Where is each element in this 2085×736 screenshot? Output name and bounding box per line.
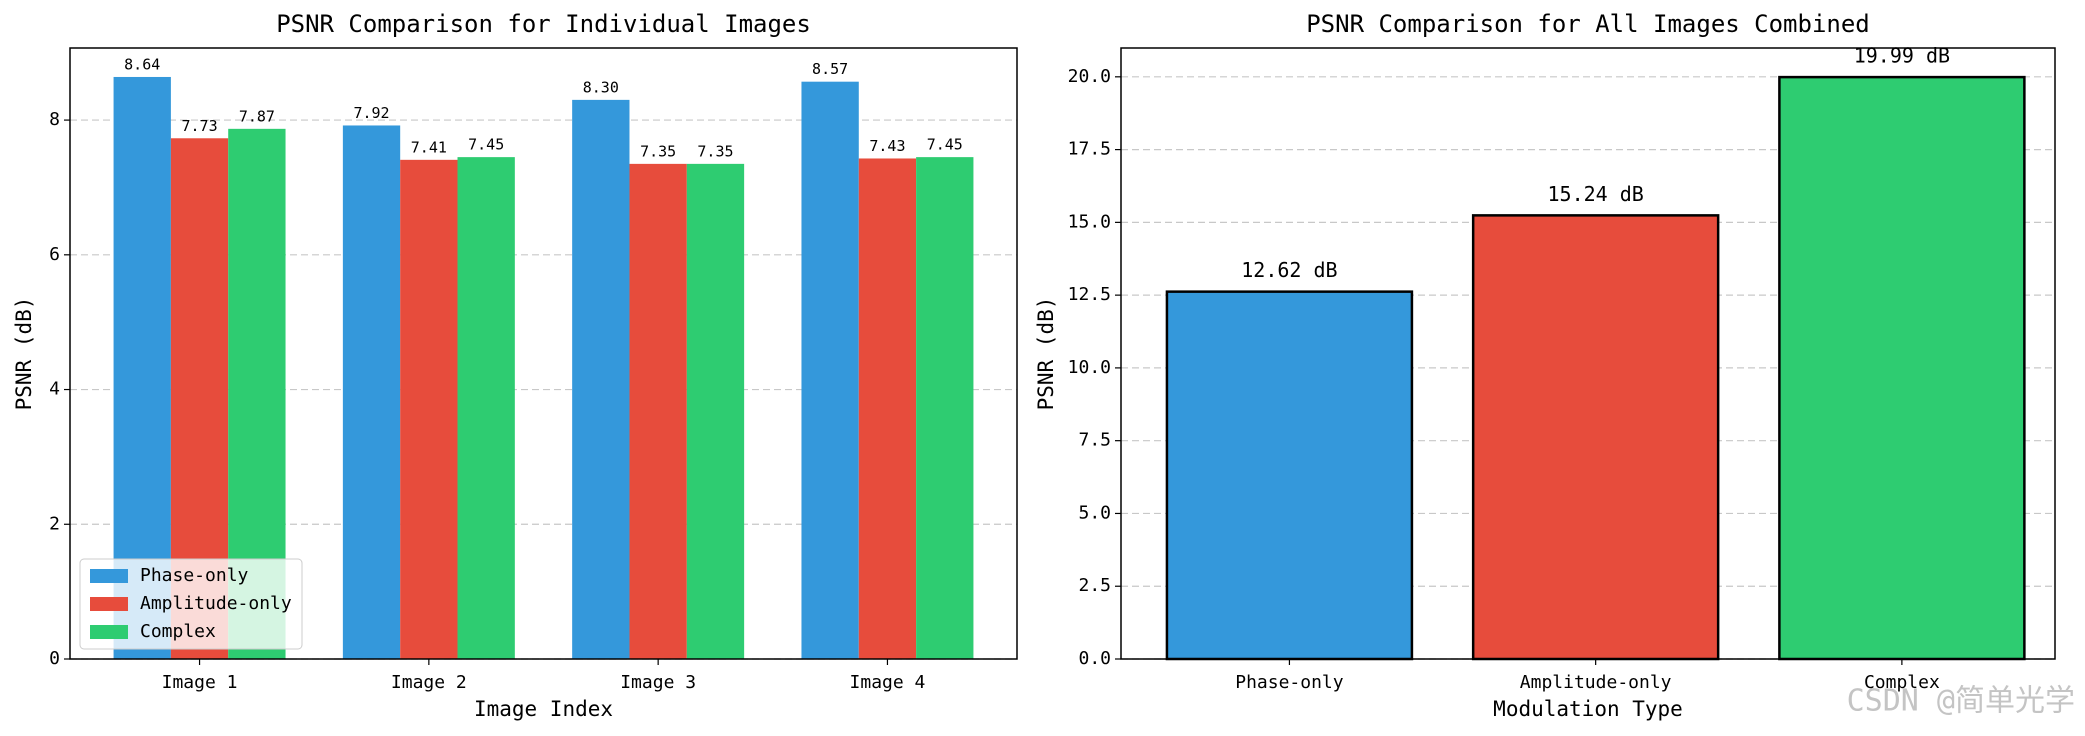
bar [1778, 75, 2026, 661]
x-tick-label: Complex [1864, 672, 1940, 693]
value-label: 7.41 [411, 138, 447, 156]
y-tick-label: 15.0 [1068, 211, 1111, 232]
value-label: 7.87 [239, 107, 275, 125]
y-axis-label: PSNR (dB) [1034, 297, 1058, 411]
value-label: 7.92 [353, 104, 389, 122]
chart-title: PSNR Comparison for All Images Combined [1306, 10, 1870, 38]
y-tick-label: 20.0 [1068, 66, 1111, 87]
y-tick-label: 6 [49, 244, 60, 265]
bar [686, 163, 745, 660]
legend-box [79, 558, 303, 650]
y-axis-label: PSNR (dB) [12, 297, 36, 411]
y-tick-label: 0 [49, 648, 60, 669]
y-tick-label: 17.5 [1068, 139, 1111, 160]
value-label: 7.45 [927, 136, 963, 154]
y-tick-label: 12.5 [1068, 284, 1111, 305]
bar [629, 163, 687, 660]
axes-frame [1120, 47, 2056, 660]
value-label: 19.99 dB [1854, 44, 1950, 68]
x-axis-label: Modulation Type [1493, 697, 1683, 721]
value-label: 7.45 [468, 136, 504, 154]
y-tick-label: 10.0 [1068, 357, 1111, 378]
value-label: 15.24 dB [1547, 182, 1643, 206]
legend-label: Phase-only [140, 565, 249, 586]
value-label: 8.30 [583, 78, 619, 96]
y-tick-label: 2.5 [1078, 575, 1111, 596]
value-label: 7.43 [869, 137, 905, 155]
x-axis-label: Image Index [474, 697, 613, 721]
x-tick-label: Image 4 [850, 672, 926, 693]
value-label: 7.73 [181, 117, 217, 135]
bar [1165, 290, 1414, 661]
y-tick-label: 5.0 [1078, 502, 1111, 523]
x-tick-label: Image 1 [162, 672, 238, 693]
y-tick-label: 2 [49, 513, 60, 534]
axes-frame [69, 47, 1018, 660]
legend-swatch [90, 597, 128, 611]
x-tick-label: Amplitude-only [1520, 672, 1672, 693]
value-label: 7.35 [697, 142, 733, 160]
legend-label: Amplitude-only [140, 593, 292, 614]
y-tick-label: 4 [49, 379, 60, 400]
value-label: 8.64 [124, 55, 160, 73]
value-label: 8.57 [812, 60, 848, 78]
watermark: CSDN @简单光学 [1847, 684, 2075, 719]
value-label: 12.62 dB [1241, 258, 1337, 282]
legend-swatch [90, 625, 128, 639]
y-tick-label: 0.0 [1078, 648, 1111, 669]
bar [400, 159, 458, 659]
value-label: 7.35 [640, 142, 676, 160]
legend-label: Complex [140, 621, 216, 642]
x-tick-label: Phase-only [1235, 672, 1344, 693]
y-tick-label: 7.5 [1078, 430, 1111, 451]
bar [1471, 214, 1720, 661]
bar [572, 99, 630, 660]
y-tick-label: 8 [49, 109, 60, 130]
x-tick-label: Image 3 [620, 672, 696, 693]
bar [858, 158, 917, 659]
bar [457, 157, 515, 659]
x-tick-label: Image 2 [391, 672, 467, 693]
bar [916, 157, 974, 659]
legend-swatch [90, 569, 128, 583]
bar [342, 125, 401, 660]
chart-title: PSNR Comparison for Individual Images [276, 10, 811, 38]
bar [801, 81, 859, 659]
